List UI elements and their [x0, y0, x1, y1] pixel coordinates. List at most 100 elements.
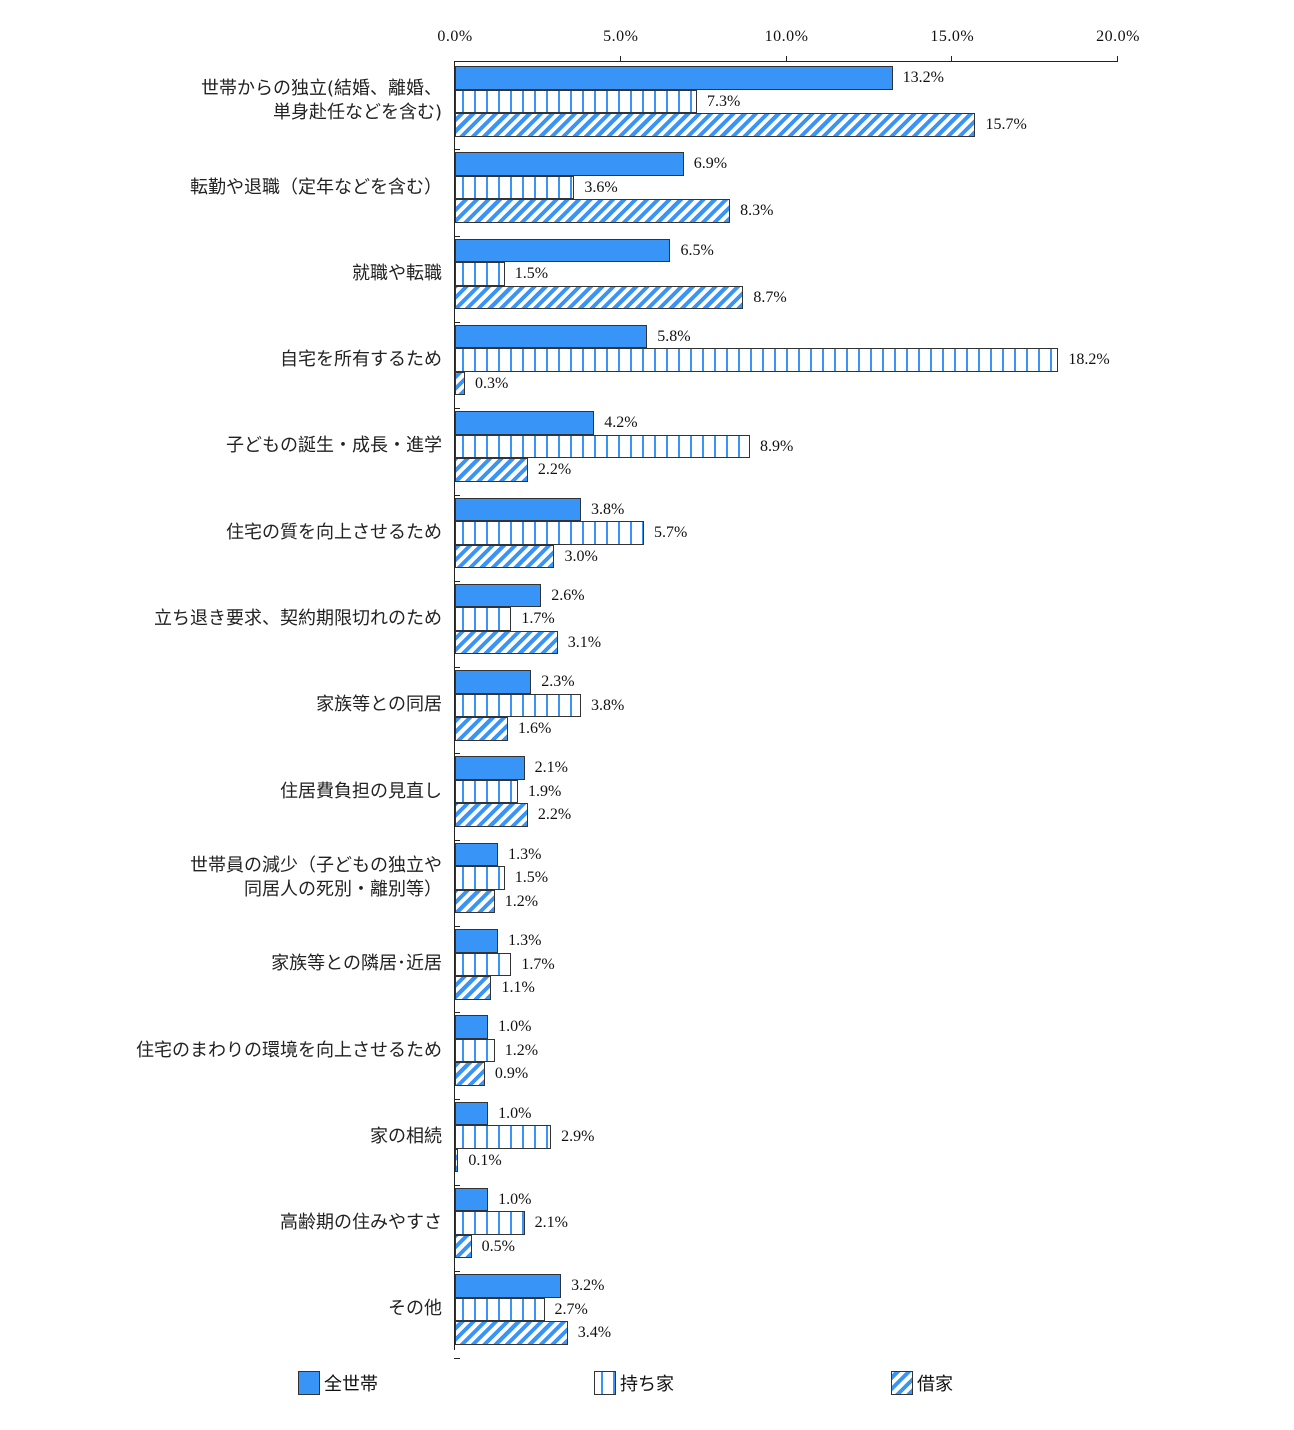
- bar-rented-house: [455, 976, 492, 1000]
- legend-swatch-dotted: [594, 1371, 616, 1395]
- bar-all-households: [455, 929, 499, 953]
- value-label: 1.7%: [521, 955, 555, 973]
- category-label: 就職や転職: [352, 262, 442, 284]
- bar-all-households: [455, 1274, 562, 1298]
- y-axis-tick: [454, 408, 460, 410]
- bar-owned-house: [455, 521, 644, 545]
- category-label: 高齢期の住みやすさ: [280, 1212, 442, 1234]
- x-axis-tick: [619, 56, 621, 62]
- y-axis-tick: [454, 1357, 460, 1359]
- bar-owned-house: [455, 607, 512, 631]
- y-axis-tick: [454, 753, 460, 755]
- value-label: 2.9%: [561, 1128, 595, 1146]
- bar-owned-house: [455, 89, 697, 113]
- value-label: 0.9%: [494, 1065, 529, 1083]
- bar-all-households: [455, 670, 532, 694]
- bar-all-households: [455, 66, 893, 90]
- category-label: 家の相続: [370, 1125, 442, 1147]
- value-label: 5.7%: [653, 524, 688, 541]
- bar-rented-house: [455, 544, 555, 568]
- value-label: 8.7%: [753, 288, 787, 306]
- bar-rented-house: [455, 803, 528, 827]
- y-axis-tick: [454, 494, 460, 496]
- value-label: 3.4%: [577, 1324, 612, 1342]
- value-label: 8.3%: [740, 202, 774, 220]
- bar-all-households: [455, 497, 581, 521]
- bar-all-households: [455, 1015, 489, 1039]
- value-label: 3.2%: [571, 1277, 605, 1295]
- value-label: 7.3%: [706, 92, 741, 110]
- bar-all-households: [455, 324, 648, 349]
- x-axis-tick: [1117, 56, 1118, 62]
- bar-rented-house: [455, 199, 731, 223]
- legend-label: 持ち家: [620, 1374, 674, 1395]
- value-label: 3.6%: [584, 178, 618, 196]
- value-label: 2.1%: [534, 759, 568, 777]
- value-label: 3.8%: [590, 696, 625, 714]
- bar-all-households: [455, 756, 525, 780]
- legend-swatch-solid: [298, 1371, 320, 1395]
- legend-label: 借家: [917, 1374, 953, 1395]
- y-axis-tick: [454, 1184, 460, 1186]
- bar-all-households: [455, 238, 671, 263]
- value-label: 2.3%: [541, 673, 575, 691]
- y-axis-tick: [454, 321, 460, 323]
- category-label: 住宅のまわりの環境を向上させるため: [136, 1039, 442, 1061]
- value-label: 15.7%: [985, 116, 1027, 133]
- x-tick-label: 5.0%: [603, 28, 639, 45]
- bar-all-households: [455, 411, 595, 435]
- bar-rented-house: [455, 717, 509, 741]
- y-axis-tick: [454, 1012, 460, 1014]
- value-label: 0.3%: [474, 374, 509, 392]
- x-axis-tick: [951, 56, 953, 62]
- category-label: 家族等との同居: [316, 694, 442, 716]
- legend-swatch-striped: [891, 1371, 913, 1395]
- value-label: 2.6%: [551, 586, 585, 604]
- bar-owned-house: [455, 1297, 545, 1322]
- bar-owned-house: [455, 1125, 552, 1149]
- value-label: 3.8%: [590, 500, 625, 518]
- category-label: 子どもの誕生・成長・進学: [226, 435, 442, 457]
- y-axis-tick: [454, 149, 460, 151]
- y-axis-tick: [454, 1098, 460, 1100]
- legend-label: 全世帯: [324, 1374, 378, 1395]
- bar-owned-house: [455, 1038, 495, 1063]
- value-label: 3.1%: [567, 633, 602, 651]
- value-label: 1.6%: [518, 720, 552, 738]
- bar-owned-house: [455, 1211, 525, 1235]
- bar-all-households: [455, 152, 684, 176]
- bar-rented-house: [455, 285, 744, 310]
- value-label: 1.7%: [521, 610, 555, 628]
- x-tick-label: 15.0%: [930, 28, 975, 45]
- category-label: 立ち退き要求、契約期限切れのため: [154, 608, 442, 630]
- category-label: 住宅の質を向上させるため: [226, 521, 442, 543]
- bar-rented-house: [455, 1234, 472, 1259]
- category-label: 転勤や退職（定年などを含む）: [190, 176, 442, 198]
- value-label: 3.0%: [564, 547, 598, 565]
- y-axis-tick: [454, 839, 460, 841]
- bar-rented-house: [455, 889, 495, 914]
- bar-rented-house: [455, 1148, 459, 1173]
- bar-rented-house: [455, 630, 558, 655]
- bar-rented-house: [455, 371, 465, 396]
- bar-all-households: [455, 583, 542, 608]
- x-axis-tick: [785, 56, 787, 62]
- category-label: 家族等との隣居･近居: [271, 953, 442, 975]
- value-label: 4.2%: [604, 414, 638, 432]
- bar-all-households: [455, 1187, 489, 1212]
- value-label: 8.9%: [760, 437, 794, 455]
- bar-rented-house: [455, 113, 976, 137]
- value-label: 6.5%: [680, 241, 714, 259]
- bar-rented-house: [455, 1062, 485, 1086]
- bar-rented-house: [455, 458, 528, 482]
- y-axis-tick: [454, 926, 460, 927]
- bar-owned-house: [455, 952, 512, 976]
- legend-item-all-households: 全世帯: [298, 1370, 378, 1396]
- value-label: 1.0%: [498, 1190, 532, 1208]
- bar-owned-house: [455, 434, 751, 459]
- legend-item-rented-house: 借家: [891, 1370, 953, 1396]
- category-label: 住居費負担の見直し: [280, 780, 442, 802]
- bar-owned-house: [455, 348, 1059, 372]
- x-tick-label: 20.0%: [1096, 28, 1140, 45]
- value-label: 1.2%: [504, 1041, 539, 1059]
